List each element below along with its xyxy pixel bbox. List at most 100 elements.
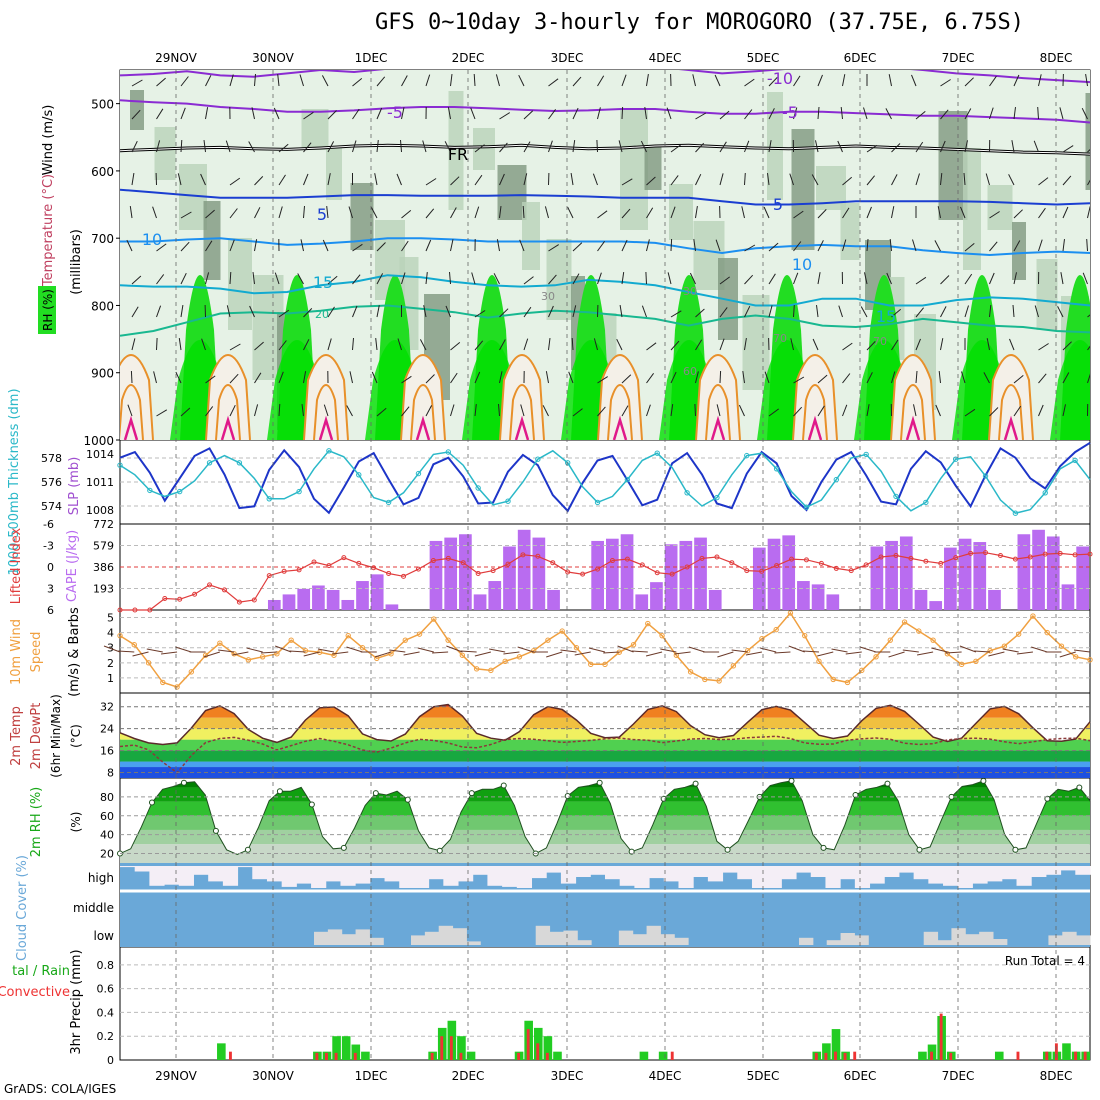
li-marker bbox=[550, 560, 556, 566]
rh-patch bbox=[154, 127, 176, 180]
precip-convective-bar bbox=[536, 1043, 540, 1060]
rh-patch bbox=[522, 202, 540, 270]
wind-speed-marker bbox=[1058, 643, 1065, 649]
wind-speed-marker bbox=[545, 637, 551, 643]
wind-speed-marker bbox=[1030, 613, 1036, 619]
cape-bar bbox=[1046, 536, 1060, 610]
cape-bar bbox=[488, 581, 502, 610]
cape-bar bbox=[958, 538, 972, 610]
wind-barb-10m bbox=[802, 650, 820, 653]
cloud-high-clear bbox=[1016, 866, 1032, 886]
wind-speed-marker bbox=[345, 632, 351, 639]
rh-marker bbox=[628, 848, 635, 855]
wind-barb bbox=[1013, 375, 1024, 384]
wind-barb bbox=[226, 305, 231, 318]
wind-barb bbox=[423, 305, 427, 318]
date-label-top: 5DEC bbox=[747, 51, 780, 65]
wind-barb-10m bbox=[931, 647, 948, 653]
cape-bar bbox=[326, 589, 340, 610]
cloud-low-bar bbox=[923, 931, 939, 945]
cloud-low-bar bbox=[840, 933, 855, 945]
wind-barb bbox=[401, 75, 408, 87]
li-marker bbox=[505, 561, 511, 567]
wind-barb-10m bbox=[246, 647, 263, 653]
wind-barb bbox=[817, 106, 820, 120]
wind-barb bbox=[327, 141, 335, 153]
wind-barb bbox=[496, 239, 500, 252]
wind-speed-marker bbox=[687, 669, 694, 675]
dewpoint-line bbox=[119, 735, 1091, 774]
wind-barb bbox=[548, 244, 559, 252]
wind-speed-marker bbox=[744, 648, 751, 654]
wind-barb bbox=[695, 339, 703, 351]
wind-barb bbox=[960, 206, 966, 219]
wind-speed-marker bbox=[174, 684, 180, 690]
precip-total-bar bbox=[341, 1036, 351, 1060]
li-marker bbox=[251, 597, 257, 603]
wind-speed-marker bbox=[659, 632, 665, 639]
wind-barb-10m bbox=[888, 651, 905, 658]
cloud-low-bar bbox=[632, 934, 648, 945]
precip-convective-bar bbox=[930, 1051, 933, 1060]
run-total-annotation: Run Total = 4 bbox=[1005, 954, 1085, 968]
temp-tick-label: 16 bbox=[100, 745, 114, 758]
cloud-high-clear bbox=[311, 866, 327, 888]
precip-total-bar bbox=[822, 1043, 831, 1060]
wind-barb bbox=[175, 371, 182, 384]
cape-bar bbox=[752, 547, 766, 610]
wind-barb bbox=[450, 207, 457, 219]
wind-barb bbox=[1062, 404, 1066, 417]
wind-barb bbox=[646, 176, 656, 186]
rh-patch bbox=[228, 238, 252, 330]
slp-tick-label: 1014 bbox=[86, 448, 114, 461]
wind-barb bbox=[891, 308, 902, 318]
cape-bar bbox=[973, 542, 987, 610]
pressure-tick-label: 700 bbox=[91, 232, 114, 246]
cape-bar bbox=[694, 537, 707, 610]
wind-speed-marker bbox=[630, 642, 637, 648]
slp-tick-label: 1011 bbox=[86, 476, 114, 489]
wind-barb bbox=[744, 140, 750, 153]
wind-barb-10m bbox=[1016, 651, 1034, 655]
rh-marker bbox=[1044, 795, 1051, 802]
cloud-high-clear bbox=[340, 866, 356, 886]
wind-barb bbox=[817, 240, 824, 252]
ylabel-rh-units: (%) bbox=[69, 812, 83, 833]
rh-marker bbox=[692, 780, 699, 787]
li-marker bbox=[520, 552, 526, 558]
wind-barb bbox=[1012, 304, 1015, 318]
wind-barb bbox=[180, 76, 189, 87]
wind-barb bbox=[694, 403, 696, 417]
wind-barb bbox=[425, 272, 428, 285]
wind-barb bbox=[837, 140, 843, 153]
wind-barb bbox=[499, 206, 502, 219]
warm-dome-inner bbox=[998, 384, 1024, 440]
li-marker bbox=[744, 568, 750, 574]
wind-speed-marker bbox=[516, 654, 523, 660]
precip-tick-label: 0.6 bbox=[97, 983, 115, 996]
rh-patch bbox=[130, 90, 144, 130]
cape-bar bbox=[532, 537, 546, 610]
cape-bar bbox=[341, 599, 355, 610]
thickness-marker bbox=[594, 499, 601, 506]
wind-speed-marker bbox=[488, 667, 494, 674]
slp-line bbox=[119, 441, 1091, 515]
cape-bar bbox=[591, 540, 604, 610]
li-marker bbox=[968, 550, 974, 556]
wind-barb-10m bbox=[403, 651, 420, 656]
wind-barb bbox=[937, 206, 941, 219]
wind-barb bbox=[321, 75, 329, 87]
contour-label: 30 bbox=[683, 285, 697, 298]
wind-barb bbox=[499, 142, 508, 153]
wind-barb bbox=[323, 404, 329, 417]
wind-speed-marker bbox=[645, 620, 651, 627]
wind-barb bbox=[303, 339, 310, 351]
cape-bar bbox=[782, 535, 796, 610]
rh-patch bbox=[203, 201, 221, 280]
wind-barb bbox=[131, 275, 142, 285]
rh-patch bbox=[1012, 222, 1026, 280]
wind-barb bbox=[225, 140, 231, 153]
cloud-high-clear bbox=[722, 866, 738, 873]
rh-patch bbox=[1085, 93, 1090, 190]
wind-barb-10m bbox=[717, 651, 734, 658]
